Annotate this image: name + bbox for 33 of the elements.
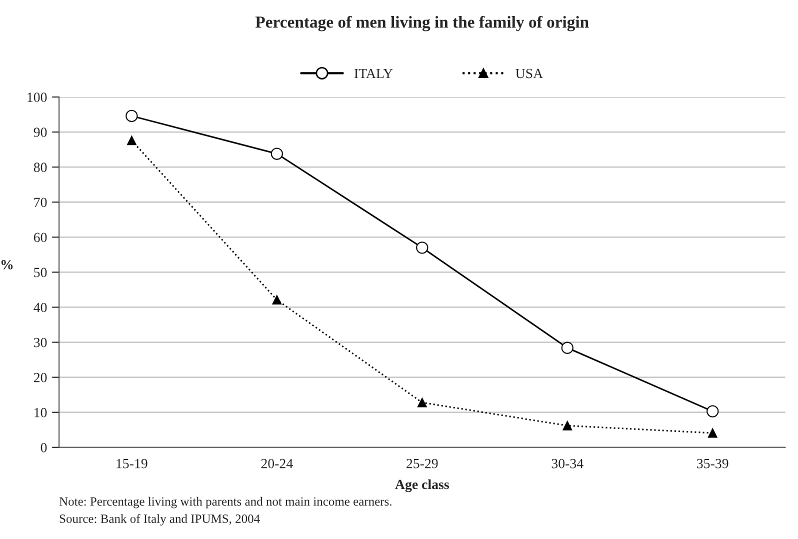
y-tick-label: 80 [34, 162, 47, 172]
y-tick-label: 70 [34, 198, 47, 208]
source-note: Source: Bank of Italy and IPUMS, 2004 [60, 514, 260, 526]
point [562, 420, 572, 430]
x-tick-label: 30-34 [552, 458, 584, 468]
point [416, 242, 428, 254]
y-tick-label: 50 [34, 268, 47, 278]
text: Note: Percentage living with parents and not main income earners. [59, 496, 392, 508]
point [126, 136, 136, 146]
point [417, 398, 427, 408]
chart-title: Percentage of men living in the family of origin [255, 16, 589, 32]
y-tick-label: 100 [28, 92, 47, 102]
legend-label: USA [516, 68, 544, 78]
y-tick-label: 40 [34, 302, 47, 312]
x-tick-label: 25-29 [406, 458, 438, 468]
point [561, 342, 574, 354]
x-tick-label: 35-39 [697, 458, 728, 468]
y-tick-label: 30 [34, 338, 47, 348]
y-tick-label: 20 [34, 372, 47, 382]
y-tick-label: 0 [40, 442, 47, 452]
point [706, 405, 719, 418]
point [708, 428, 718, 438]
y-tick-label: 90 [34, 128, 47, 138]
y-tick-label: 60 [34, 232, 47, 242]
x-tick-label: 20-24 [261, 458, 293, 468]
y-tick-label: 10 [34, 408, 47, 418]
x-tick-label: 15-19 [116, 458, 148, 468]
y-axis-title: % [1, 260, 13, 270]
x-axis-title: Age class [395, 479, 449, 492]
point [272, 295, 282, 305]
point [270, 148, 283, 160]
legend-label: ITALY [354, 68, 393, 78]
point [126, 110, 138, 122]
